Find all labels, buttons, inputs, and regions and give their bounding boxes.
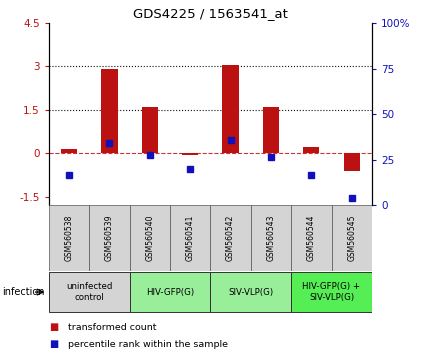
Text: GSM560545: GSM560545: [347, 215, 356, 261]
Bar: [291, 272, 372, 313]
Text: HIV-GFP(G): HIV-GFP(G): [146, 287, 194, 297]
Text: GSM560538: GSM560538: [65, 215, 74, 261]
Text: GSM560540: GSM560540: [145, 215, 154, 261]
Bar: [49, 272, 130, 313]
Bar: [332, 205, 372, 271]
Text: ■: ■: [49, 322, 58, 332]
Text: infection: infection: [2, 287, 45, 297]
Bar: [89, 205, 130, 271]
Bar: [222, 65, 238, 153]
Title: GDS4225 / 1563541_at: GDS4225 / 1563541_at: [133, 7, 288, 21]
Text: transformed count: transformed count: [68, 323, 156, 332]
Bar: [182, 153, 198, 155]
Text: GSM560542: GSM560542: [226, 215, 235, 261]
Bar: [170, 205, 210, 271]
Text: HIV-GFP(G) +
SIV-VLP(G): HIV-GFP(G) + SIV-VLP(G): [303, 282, 360, 302]
Text: GSM560544: GSM560544: [307, 215, 316, 261]
Text: SIV-VLP(G): SIV-VLP(G): [228, 287, 273, 297]
Bar: [210, 272, 291, 313]
Text: GSM560543: GSM560543: [266, 215, 275, 261]
Bar: [61, 149, 77, 153]
Bar: [49, 205, 89, 271]
Bar: [291, 205, 332, 271]
Bar: [101, 69, 117, 153]
Bar: [251, 205, 291, 271]
Bar: [263, 107, 279, 153]
Text: percentile rank within the sample: percentile rank within the sample: [68, 339, 228, 349]
Text: GSM560541: GSM560541: [186, 215, 195, 261]
Text: ■: ■: [49, 339, 58, 349]
Bar: [210, 205, 251, 271]
Bar: [343, 153, 360, 171]
Bar: [303, 148, 320, 153]
Bar: [142, 107, 158, 153]
Text: GSM560539: GSM560539: [105, 215, 114, 261]
Text: uninfected
control: uninfected control: [66, 282, 113, 302]
Bar: [130, 272, 210, 313]
Bar: [130, 205, 170, 271]
